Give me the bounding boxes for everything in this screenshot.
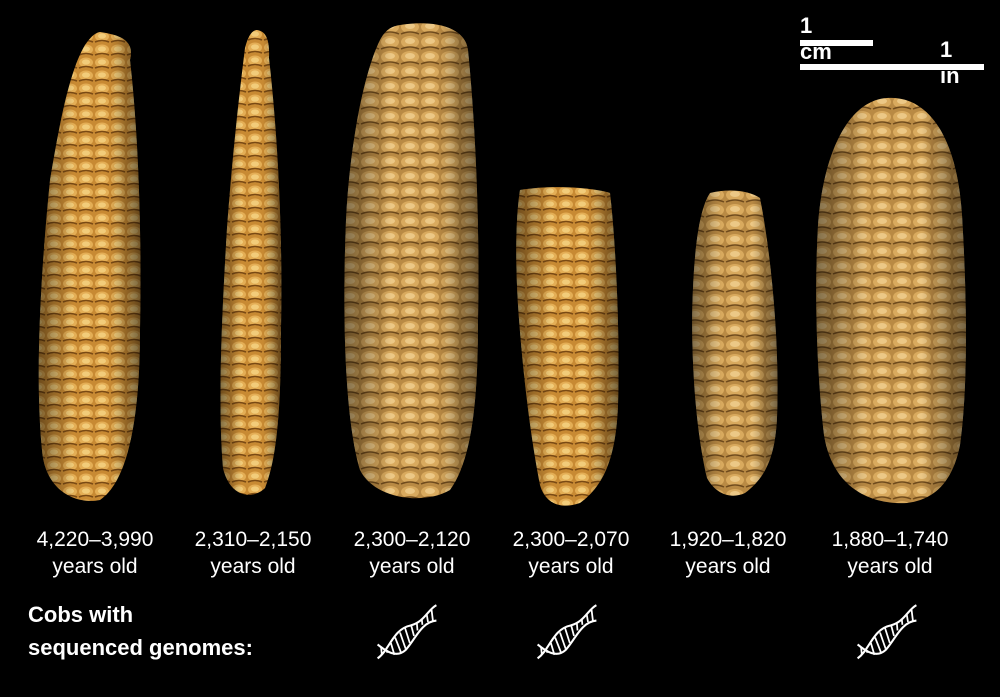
cob-date: 1,920–1,820 (669, 528, 787, 551)
cob-caption-2: 2,310–2,150 years old (168, 526, 338, 580)
cob-date: 1,880–1,740 (831, 528, 949, 551)
cob-date: 4,220–3,990 (36, 528, 154, 551)
cob-caption-3: 2,300–2,120 years old (327, 526, 497, 580)
cob-age-suffix: years old (52, 555, 138, 578)
cob-caption-4: 2,300–2,070 years old (486, 526, 656, 580)
cob-age-suffix: years old (685, 555, 771, 578)
dna-double-helix-icon (852, 595, 922, 670)
scale-in-label: 1 in (940, 37, 960, 88)
cob-caption-6: 1,880–1,740 years old (805, 526, 975, 580)
scale-cm-label: 1 cm (800, 13, 832, 64)
cob-date: 2,300–2,070 (512, 528, 630, 551)
corn-cob-5 (692, 190, 778, 496)
cob-caption-1: 4,220–3,990 years old (10, 526, 180, 580)
dna-double-helix-icon (532, 595, 602, 670)
legend-line-2: sequenced genomes: (28, 635, 253, 660)
dna-double-helix-icon (372, 595, 442, 670)
cob-caption-5: 1,920–1,820 years old (643, 526, 813, 580)
scale-cm-bar (800, 40, 873, 46)
scale-in-bar (800, 64, 984, 70)
corn-cob-4 (516, 187, 619, 506)
corn-cob-1 (38, 32, 141, 501)
legend-line-1: Cobs with (28, 602, 134, 627)
sequenced-legend: Cobs with sequenced genomes: (28, 598, 253, 664)
corn-cob-6 (816, 97, 966, 504)
corn-cob-3 (344, 23, 479, 499)
cob-age-suffix: years old (528, 555, 614, 578)
cob-date: 2,310–2,150 (194, 528, 312, 551)
cob-age-suffix: years old (369, 555, 455, 578)
cob-age-suffix: years old (847, 555, 933, 578)
cob-age-suffix: years old (210, 555, 296, 578)
cob-date: 2,300–2,120 (353, 528, 471, 551)
corn-cob-2 (220, 30, 282, 495)
